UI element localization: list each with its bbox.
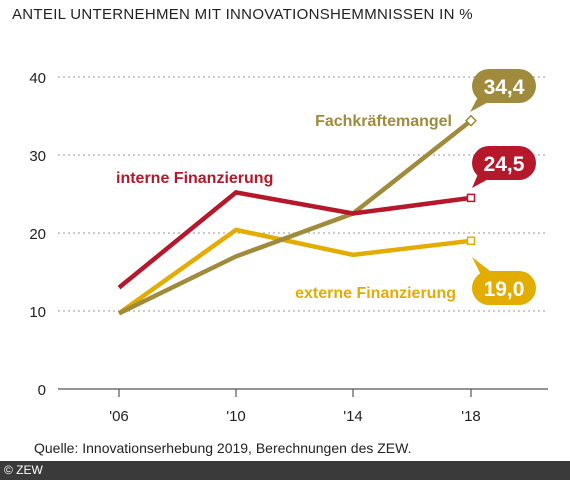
end-marker [466, 193, 476, 203]
y-tick-label: 20 [29, 226, 46, 243]
callout-tail [472, 257, 494, 275]
x-tick-label: '06 [109, 408, 129, 425]
series-labels: Fachkräftemangel interne Finanzierung exte… [116, 69, 536, 305]
callout-value: 34,4 [484, 76, 525, 99]
copyright-bar: © ZEW [0, 461, 570, 480]
x-tick-label: '10 [226, 408, 246, 425]
series-line [117, 227, 472, 316]
end-marker [466, 236, 476, 246]
x-tick-label: '18 [461, 408, 481, 425]
callout-bubble [472, 69, 536, 103]
y-tick-label: 10 [29, 304, 46, 321]
callout-value: 19,0 [484, 278, 525, 301]
x-tick-labels: '06 '10 '14 '18 [109, 408, 481, 425]
callout-bubble [472, 146, 536, 180]
callout-bubble [472, 271, 536, 305]
chart-title: ANTEIL UNTERNEHMEN MIT INNOVATIONSHEMMNI… [12, 6, 473, 23]
y-tick-label: 30 [29, 148, 46, 165]
y-tick-label: 0 [38, 382, 46, 399]
series-lines [117, 114, 478, 316]
series-name-label: interne Finanzierung [116, 170, 273, 187]
series-line [117, 190, 472, 290]
copyright-text: © ZEW [4, 463, 43, 477]
y-tick-label: 40 [29, 70, 46, 87]
series-name-label: Fachkräftemangel [315, 113, 452, 130]
callout-value: 24,5 [484, 153, 525, 176]
y-tick-labels: 0 10 20 30 40 [29, 70, 46, 399]
line-chart: 0 10 20 30 40 '06 '10 '14 '18 Fachkräftemangel i… [29, 69, 548, 425]
end-marker [464, 114, 478, 127]
x-tick-label: '14 [343, 408, 363, 425]
series-line [118, 118, 473, 316]
source-note: Quelle: Innovationserhebung 2019, Berech… [34, 440, 412, 456]
series-name-label: externe Finanzierung [295, 285, 456, 302]
